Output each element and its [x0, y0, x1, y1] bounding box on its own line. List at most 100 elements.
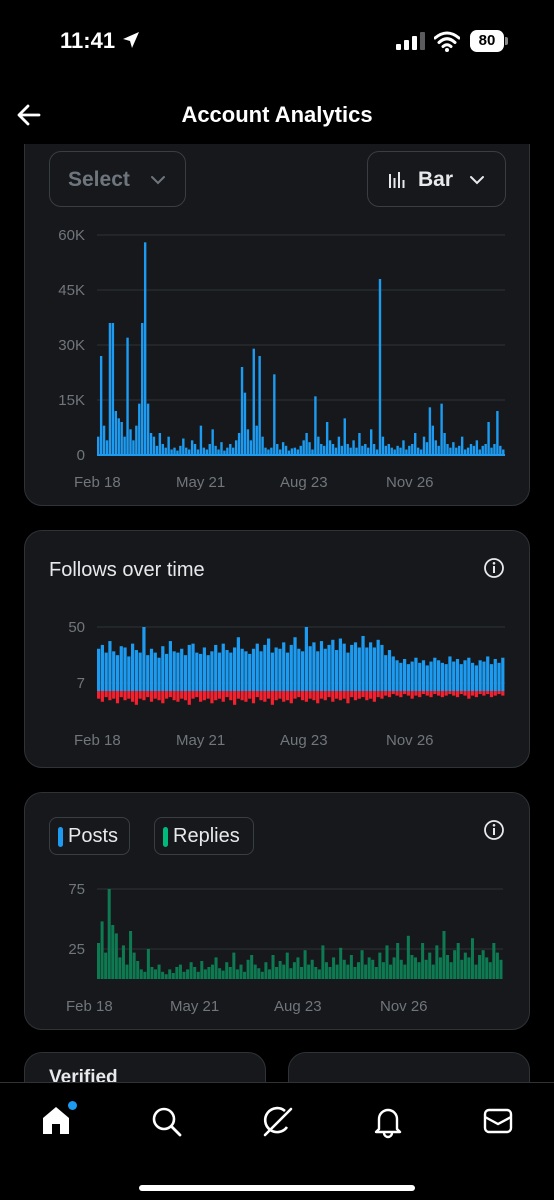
- chart-bar: [97, 648, 101, 691]
- chart-bar: [263, 691, 267, 702]
- x-tick-label: Aug 23: [274, 998, 322, 1015]
- info-icon[interactable]: [483, 557, 505, 579]
- chart-bar: [361, 635, 365, 691]
- chart-bar: [191, 691, 195, 699]
- x-tick-label: Aug 23: [280, 732, 328, 749]
- chart-bar: [327, 691, 331, 698]
- chart-bar: [361, 691, 365, 698]
- y-tick-label: 30K: [58, 337, 85, 354]
- tab-grok[interactable]: [259, 1103, 299, 1143]
- chart-bar: [324, 962, 328, 979]
- follows-card: Follows over time 50 7 Feb 18 May 21 Aug 23 N…: [24, 530, 530, 768]
- chart-bar: [389, 964, 393, 979]
- chart-bar: [97, 943, 101, 979]
- chart-bar: [111, 323, 115, 455]
- legend-replies[interactable]: Replies: [154, 817, 254, 855]
- x-tick-label: May 21: [170, 998, 219, 1015]
- select-dropdown[interactable]: Select: [49, 151, 186, 207]
- chart-bar: [142, 627, 146, 691]
- x-tick-label: May 21: [176, 732, 225, 749]
- chart-bar: [176, 450, 179, 455]
- chart-bar: [452, 661, 456, 691]
- chart-bar: [474, 691, 478, 698]
- chart-bar: [489, 664, 494, 691]
- x-tick-label: Nov 26: [386, 474, 434, 491]
- chart-bar: [380, 644, 384, 691]
- chart-bar: [384, 445, 388, 455]
- chart-bar: [424, 959, 428, 979]
- chart-bar: [176, 652, 180, 691]
- battery-indicator: 80: [470, 30, 508, 52]
- chart-bar: [102, 425, 106, 455]
- chart-bar: [442, 931, 446, 979]
- chart-bar: [301, 651, 305, 691]
- chart-bar: [287, 450, 291, 455]
- chart-bar: [452, 442, 455, 455]
- chart-bar: [331, 444, 335, 455]
- chart-bar: [327, 644, 331, 691]
- chart-bar: [300, 967, 304, 979]
- chart-bar: [361, 445, 364, 455]
- chart-bar: [493, 691, 497, 696]
- chart-bar: [475, 440, 479, 455]
- chart-bar: [381, 962, 385, 979]
- chart-bar: [149, 691, 154, 702]
- chart-bar: [349, 955, 353, 979]
- chart-bar: [100, 691, 104, 702]
- chart-bar: [285, 691, 290, 701]
- tab-search[interactable]: [148, 1103, 188, 1143]
- chart-bar: [396, 445, 399, 455]
- tab-home[interactable]: [38, 1101, 78, 1143]
- chart-bar: [129, 931, 133, 979]
- chart-bar: [100, 644, 104, 691]
- x-tick-label: Feb 18: [74, 474, 121, 491]
- chart-bar: [164, 974, 168, 979]
- chart-bar: [296, 449, 299, 455]
- chart-bar: [251, 648, 256, 691]
- chart-type-label: Bar: [418, 168, 454, 191]
- legend-posts[interactable]: Posts: [49, 817, 130, 855]
- chart-bar: [252, 348, 255, 455]
- chart-bar: [431, 425, 435, 455]
- chart-bar: [384, 691, 388, 696]
- chart-bar: [112, 691, 116, 699]
- chart-bar: [249, 440, 253, 455]
- chart-bar: [223, 450, 226, 455]
- chart-bar: [418, 662, 422, 691]
- chart-bar: [340, 445, 344, 455]
- chart-bar: [196, 971, 200, 979]
- chart-bar: [153, 652, 157, 691]
- tab-notifications[interactable]: [370, 1103, 410, 1143]
- chart-bar: [168, 969, 172, 979]
- chart-bar: [104, 652, 108, 691]
- arrow-left-icon[interactable]: [12, 98, 46, 132]
- chart-type-dropdown[interactable]: Bar: [367, 151, 506, 207]
- scroll-content[interactable]: Select Bar 0 15K 30K 45K 60K Feb 18 May 21 Aug …: [0, 144, 554, 1082]
- chart-bar: [342, 691, 346, 699]
- chart-bar: [438, 957, 442, 979]
- chart-bar: [243, 392, 247, 455]
- chart-bar: [246, 429, 250, 455]
- chart-bar: [226, 447, 229, 455]
- chart-bar: [437, 691, 441, 696]
- secondary-card[interactable]: [288, 1052, 530, 1082]
- chart-bar: [199, 691, 203, 702]
- chart-bar: [496, 411, 499, 455]
- chart-bar: [497, 691, 501, 695]
- chart-bar: [234, 440, 238, 455]
- chart-bar: [202, 647, 206, 691]
- chart-bar: [123, 691, 127, 701]
- verified-card[interactable]: Verified: [24, 1052, 266, 1082]
- chart-bar: [332, 957, 336, 979]
- tab-messages[interactable]: [480, 1103, 520, 1143]
- chart-bar: [455, 691, 460, 698]
- chart-bar: [108, 323, 112, 455]
- chart-bar: [225, 691, 229, 698]
- chart-bar: [293, 447, 297, 455]
- info-icon[interactable]: [483, 819, 505, 841]
- chart-bar: [179, 445, 182, 455]
- chart-bar: [129, 429, 132, 455]
- chart-bar: [323, 648, 327, 691]
- chart-bar: [191, 643, 195, 691]
- chart-bar: [486, 691, 490, 695]
